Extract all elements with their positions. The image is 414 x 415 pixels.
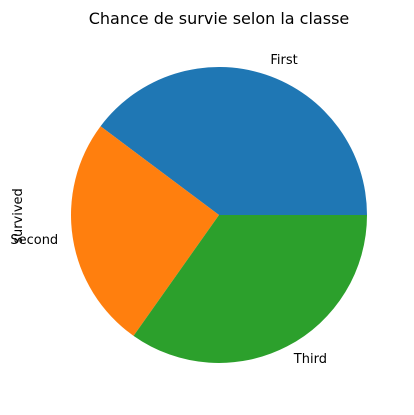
pie-label-third: Third [293,352,327,367]
pie-label-first: First [270,53,297,68]
pie-slices [71,67,367,364]
y-axis-label: survived [11,188,26,244]
chart-title: Chance de survie selon la classe [89,9,350,28]
pie-labels: First Second Third [10,53,327,367]
pie-label-second: Second [10,233,58,248]
pie-slice-first [100,67,367,215]
pie-slice-second [71,126,219,336]
pie-slice-third [133,215,367,364]
